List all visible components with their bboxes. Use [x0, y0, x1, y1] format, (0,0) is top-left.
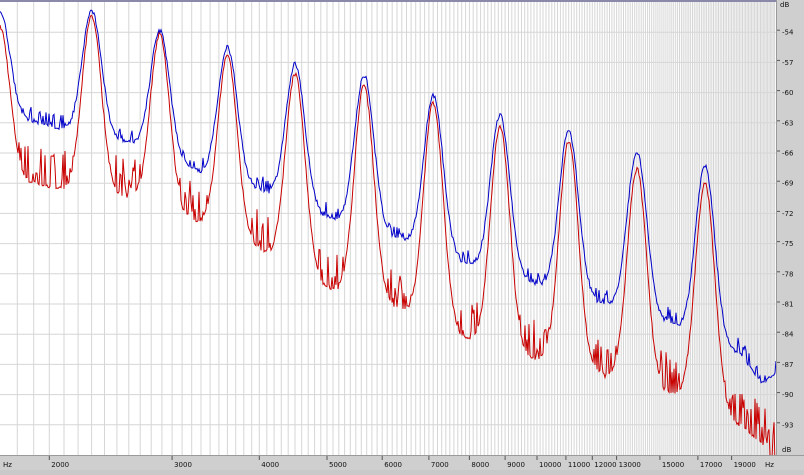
frequency-tick-label: 15000 — [662, 461, 684, 469]
db-tick-label: -78 — [782, 270, 793, 278]
db-axis: dB -54 -57 -60 -63 -66 -69 -72 -75 -78 -81 -84 -87 -9… — [776, 0, 804, 455]
db-tick-label: -93 — [782, 421, 793, 429]
db-tick-label: -60 — [782, 89, 793, 97]
frequency-tick-label: 3000 — [174, 461, 192, 469]
frequency-axis: Hz 2000 3000 4000 5000 6000 7000 8000 9000 10000 1… — [0, 455, 804, 470]
db-tick-label: -57 — [782, 59, 793, 67]
db-unit-label: dB — [780, 1, 789, 9]
frequency-tick-label: 9000 — [507, 461, 525, 469]
db-tick-label: -54 — [782, 29, 794, 37]
db-tick-label: -81 — [782, 301, 793, 309]
frequency-tick-label: 5000 — [329, 461, 347, 469]
frequency-tick-label: 2000 — [51, 461, 69, 469]
frequency-axis-labels: Hz 2000 3000 4000 5000 6000 7000 8000 9000 10000 1… — [3, 456, 774, 469]
db-tick-label: -87 — [782, 361, 793, 369]
db-tick-label: -84 — [782, 331, 794, 339]
db-tick-label: -72 — [782, 210, 793, 218]
db-tick-label: -75 — [782, 240, 793, 248]
frequency-tick-label: 6000 — [384, 461, 402, 469]
db-tick-label: -69 — [782, 180, 793, 188]
hz-unit-label-left: Hz — [3, 461, 12, 469]
frequency-tick-label: 11000 — [568, 461, 590, 469]
frequency-tick-label: 4000 — [261, 461, 279, 469]
series-line-red — [0, 14, 777, 464]
db-unit-label-bottom: dB — [782, 446, 791, 454]
frequency-tick-label: 7000 — [431, 461, 449, 469]
db-axis-labels: dB -54 -57 -60 -63 -66 -69 -72 -75 -78 -81 -84 -87 -9… — [777, 1, 794, 454]
frequency-tick-label: 10000 — [539, 461, 561, 469]
series-line-blue — [0, 9, 777, 384]
db-tick-label: -90 — [782, 391, 793, 399]
hz-unit-label-right: Hz — [765, 461, 774, 469]
frequency-tick-label: 12000 — [594, 461, 616, 469]
spectrum-plot — [0, 2, 777, 464]
db-tick-label: -66 — [782, 150, 794, 158]
db-tick-label: -63 — [782, 119, 793, 127]
frequency-tick-label: 17000 — [700, 461, 722, 469]
frequency-tick-label: 19000 — [734, 461, 756, 469]
frequency-tick-label: 13000 — [619, 461, 641, 469]
frequency-tick-label: 8000 — [471, 461, 489, 469]
plot-area[interactable] — [0, 0, 777, 464]
